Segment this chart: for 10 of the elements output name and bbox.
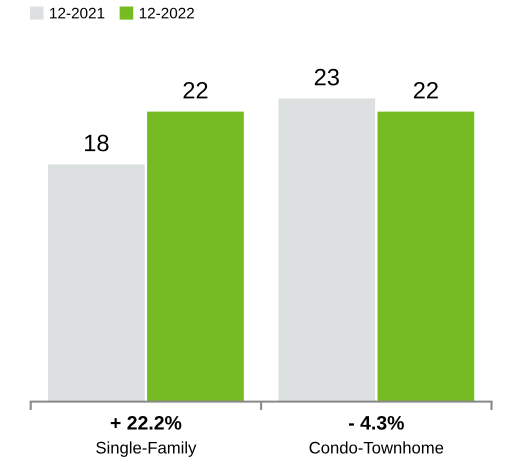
data-label: 22 [414, 82, 438, 98]
data-label: 18 [85, 134, 108, 152]
text: - 4.3% [348, 416, 404, 430]
x-tick-label: Single-Family [96, 441, 196, 457]
text: + 22.2% [110, 416, 182, 430]
legend-label: 12-2021 [50, 8, 104, 19]
legend-label: 12-2022 [140, 8, 194, 19]
data-label: 22 [184, 82, 208, 98]
x-tick-label: Condo-Townhome [310, 441, 444, 454]
data-label: 23 [314, 68, 339, 86]
